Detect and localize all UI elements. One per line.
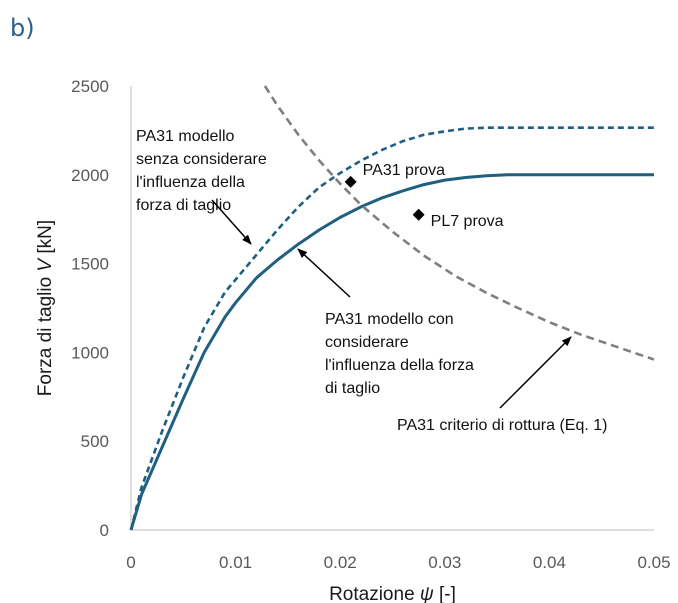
point-label-pa31-prova: PA31 prova <box>363 162 446 179</box>
annotation-model-with-shear-line: considerare <box>325 334 409 351</box>
x-tick-label: 0.01 <box>219 553 252 572</box>
arrow-model-without-shear <box>211 199 252 245</box>
series-line-model-without-shear <box>129 126 654 531</box>
x-tick-label: 0.02 <box>324 553 357 572</box>
points-layer: PA31 prova PL7 prova <box>344 162 504 230</box>
annotation-model-without-shear-line: l'influenza della <box>136 174 245 191</box>
y-tick-label: 500 <box>81 432 109 451</box>
series-layer <box>129 85 655 531</box>
panel-label: b) <box>10 14 35 42</box>
y-tick-label: 2500 <box>71 77 109 96</box>
annotation-model-with-shear-line: di taglio <box>325 380 380 397</box>
y-tick-label: 1500 <box>71 255 109 274</box>
point-pa31-prova <box>344 175 357 188</box>
annotation-model-without-shear-line: senza considerare <box>136 151 267 168</box>
y-axis-label: Forza di taglio V [kN] <box>35 220 56 396</box>
axes: 0 0.01 0.02 0.03 0.04 0.05 0 500 1000 1500 2000 250… <box>35 77 671 603</box>
x-tick-label: 0.05 <box>637 553 670 572</box>
x-axis-label: Rotazione ψ [-] <box>329 584 456 603</box>
annotation-model-without-shear-line: PA31 modello <box>136 128 235 145</box>
series-line-model-with-shear <box>129 173 654 531</box>
x-tick-label: 0.04 <box>533 553 566 572</box>
arrow-model-with-shear <box>297 248 351 298</box>
arrow-failure-criterion <box>499 336 572 409</box>
series-line-failure-criterion <box>263 85 655 361</box>
annotation-model-with-shear-line: PA31 modello con <box>325 311 454 328</box>
y-tick-label: 2000 <box>71 166 109 185</box>
annotation-failure-criterion-line: PA31 criterio di rottura (Eq. 1) <box>397 417 607 434</box>
point-label-pl7-prova: PL7 prova <box>431 213 504 230</box>
y-tick-label: 0 <box>100 521 109 540</box>
x-tick-label: 0.03 <box>428 553 461 572</box>
annotation-model-without-shear-line: forza di taglio <box>136 197 231 214</box>
annotations-layer: PA31 modello senza considerare l'influenza… <box>136 128 607 434</box>
annotation-model-with-shear-line: l'influenza della forza <box>325 357 474 374</box>
y-tick-label: 1000 <box>71 343 109 362</box>
x-tick-label: 0 <box>126 553 135 572</box>
point-pl7-prova <box>412 208 425 221</box>
